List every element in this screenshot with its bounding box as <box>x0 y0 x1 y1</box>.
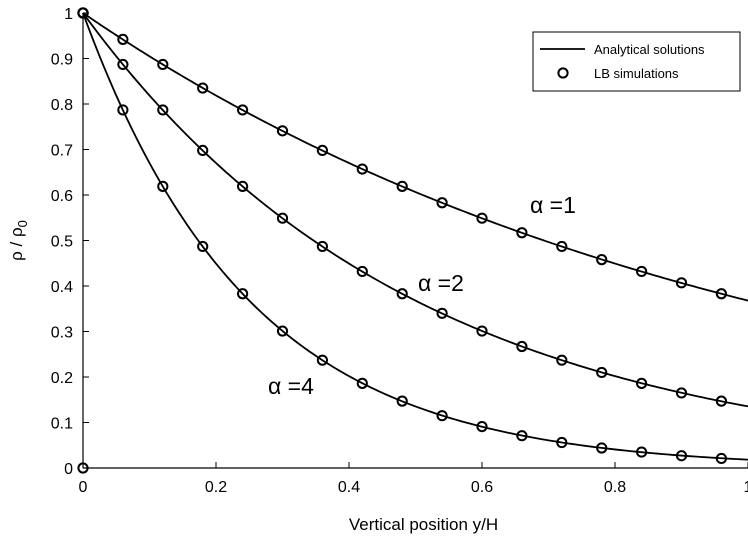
lb-point-alpha-1 <box>436 197 448 209</box>
lb-point-alpha-1 <box>516 227 528 239</box>
lb-point-alpha-2 <box>636 377 648 389</box>
y-tick-label: 0.4 <box>51 279 73 296</box>
legend-box <box>532 31 741 92</box>
legend-label-analytical: Analytical solutions <box>594 42 705 57</box>
y-axis-title-main: ρ / ρ <box>7 227 26 261</box>
lb-point-alpha-4 <box>117 104 129 116</box>
lb-point-alpha-4 <box>276 325 289 337</box>
lb-point-alpha-1 <box>356 163 368 175</box>
legend: Analytical solutions LB simulations <box>532 31 741 92</box>
lb-point-alpha-1 <box>636 265 648 278</box>
lb-point-alpha-2 <box>436 307 448 319</box>
lb-point-alpha-4 <box>396 395 408 407</box>
lb-point-alpha-1 <box>237 104 249 116</box>
lb-point-alpha-2 <box>157 104 169 116</box>
lb-point-alpha-1 <box>276 125 289 137</box>
lb-point-alpha-4 <box>237 288 249 300</box>
lb-point-alpha-4 <box>715 452 728 465</box>
x-tick-label: 1 <box>744 479 748 496</box>
y-tick-label: 0.6 <box>51 188 73 205</box>
legend-label-lb: LB simulations <box>594 66 679 81</box>
lb-point-alpha-4 <box>197 240 209 253</box>
lb-point-alpha-2 <box>516 340 528 353</box>
x-tick-label: 0.8 <box>604 479 626 496</box>
lb-point-alpha-4 <box>596 442 608 454</box>
lb-point-alpha-1 <box>396 180 408 192</box>
lb-markers <box>77 7 728 474</box>
legend-circle-sample <box>557 67 569 79</box>
x-tick-label: 0.6 <box>471 479 493 496</box>
lb-point-alpha-2 <box>476 325 488 337</box>
y-tick-label: 0.7 <box>51 143 73 160</box>
axis-ticks: 0 0.2 0.4 0.6 0.8 1 0 0.1 0.2 0.3 0.4 0.5 0.6 0.7 0.8 0… <box>51 6 748 496</box>
lb-point-alpha-1 <box>316 144 328 157</box>
x-tick-label: 0.2 <box>205 479 227 496</box>
lb-point-alpha-2 <box>197 144 209 157</box>
lb-point-alpha-2 <box>556 354 568 366</box>
lb-point-alpha-4 <box>636 446 648 458</box>
lb-point-alpha-2 <box>316 240 328 253</box>
y-tick-label: 0.5 <box>51 234 73 251</box>
lb-point-alpha-4 <box>356 377 368 389</box>
annotation-alpha-2: α =2 <box>418 270 464 296</box>
lb-point-alpha-4 <box>157 180 169 192</box>
lb-point-alpha-2 <box>675 387 688 399</box>
y-tick-label: 0 <box>64 461 73 478</box>
lb-point-alpha-2 <box>396 288 408 300</box>
x-tick-label: 0 <box>79 479 88 496</box>
lb-point-alpha-1 <box>556 240 568 253</box>
annotation-alpha-4: α =4 <box>268 373 314 399</box>
lb-point-alpha-1 <box>157 58 169 71</box>
lb-point-alpha-1 <box>596 254 608 266</box>
lb-point-alpha-1 <box>675 277 688 289</box>
lb-point-alpha-4 <box>556 436 568 449</box>
lb-point-alpha-4 <box>675 450 688 462</box>
y-tick-label: 0.2 <box>51 370 73 387</box>
y-tick-label: 0.1 <box>51 416 73 433</box>
lb-point-alpha-2 <box>117 58 129 71</box>
y-tick-label: 1 <box>64 6 73 23</box>
lb-point-alpha-2 <box>715 395 728 407</box>
lb-point-alpha-1 <box>117 33 129 45</box>
lb-point-alpha-2 <box>596 366 608 379</box>
lb-point-alpha-1 <box>197 82 209 94</box>
y-tick-label: 0.8 <box>51 97 73 114</box>
svg-text:ρ / ρ0: ρ / ρ0 <box>7 220 30 261</box>
x-axis-title: Vertical position y/H <box>349 515 498 534</box>
annotation-alpha-1: α =1 <box>530 192 576 218</box>
lb-point-alpha-4 <box>476 420 488 433</box>
x-tick-label: 0.4 <box>338 479 360 496</box>
lb-point-alpha-2 <box>237 180 249 192</box>
lb-point-alpha-4 <box>316 354 328 366</box>
lb-point-alpha-4 <box>516 430 528 442</box>
lb-point-alpha-1 <box>476 212 488 224</box>
lb-point-alpha-2 <box>276 212 289 224</box>
y-axis-title: ρ / ρ0 <box>7 220 30 261</box>
curve-annotations: α =1 α =2 α =4 <box>268 192 576 399</box>
y-axis-title-subscript: 0 <box>15 220 30 227</box>
lb-point-alpha-1 <box>715 288 728 300</box>
y-tick-label: 0.9 <box>51 52 73 69</box>
y-tick-label: 0.3 <box>51 325 73 342</box>
lb-point-alpha-4 <box>436 410 448 422</box>
lb-point-alpha-2 <box>356 265 368 278</box>
